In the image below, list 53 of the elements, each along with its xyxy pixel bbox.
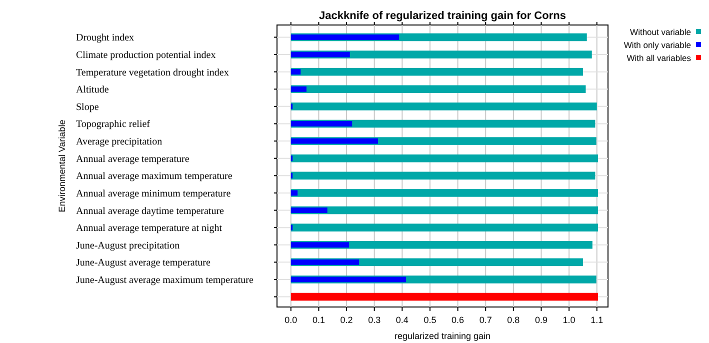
- legend-label: Without variable: [630, 27, 692, 37]
- y-tick-label: Annual average minimum temperature: [76, 188, 232, 200]
- legend-label: With all variables: [626, 53, 691, 63]
- x-tick-label: 0.9: [534, 315, 548, 325]
- y-axis-title: Environmental Variable: [57, 120, 67, 212]
- y-tick-label: Average precipitation: [76, 136, 162, 148]
- bar: [290, 224, 598, 232]
- bar: [290, 138, 378, 144]
- bar: [290, 34, 400, 40]
- y-tick-label: June-August precipitation: [76, 240, 180, 252]
- x-tick-label: 1.1: [590, 315, 604, 325]
- bar: [290, 259, 360, 265]
- x-tick-label: 0.8: [507, 315, 520, 325]
- x-tick-label: 1.0: [562, 315, 576, 325]
- y-tick-label: Annual average temperature at night: [76, 223, 222, 234]
- x-tick-label: 0.6: [452, 315, 464, 325]
- bar: [290, 52, 350, 58]
- x-tick-label: 0.4: [396, 315, 408, 325]
- y-tick-label: June-August average maximum temperature: [76, 274, 254, 286]
- y-tick-label: Temperature vegetation drought index: [76, 67, 229, 78]
- y-tick-label: Annual average daytime temperature: [76, 206, 225, 217]
- legend-label: With only variable: [624, 40, 692, 50]
- x-axis-title: regularized training gain: [394, 331, 491, 341]
- bar: [290, 85, 586, 94]
- bar: [290, 190, 298, 196]
- bar: [290, 292, 598, 301]
- x-tick-label: 0.7: [479, 315, 492, 325]
- bar: [290, 276, 406, 282]
- y-tick-label: Climate production potential index: [76, 50, 216, 62]
- bar: [290, 154, 598, 162]
- y-tick-label: Slope: [76, 102, 100, 113]
- x-tick-label: 0.5: [424, 315, 436, 325]
- x-tick-label: 0.2: [340, 315, 353, 325]
- y-tick-label: June-August average temperature: [76, 258, 211, 269]
- bar: [290, 86, 306, 92]
- y-tick-label: Annual average temperature: [76, 154, 190, 165]
- y-tick-label: Altitude: [76, 84, 110, 96]
- bar: [290, 172, 596, 180]
- y-tick-label: Drought index: [76, 32, 134, 44]
- bar: [290, 242, 350, 248]
- bar: [290, 208, 328, 213]
- x-tick-label: 0.3: [368, 315, 381, 325]
- y-tick-label: Topographic relief: [76, 119, 151, 130]
- chart-title: Jackknife of regularized training gain for Corns: [319, 10, 566, 22]
- y-tick-label: Annual average maximum temperature: [76, 171, 233, 182]
- bar: [290, 206, 598, 214]
- bar: [290, 68, 583, 76]
- bar: [290, 102, 597, 110]
- bar: [290, 121, 352, 126]
- bar: [290, 69, 301, 75]
- x-tick-label: 0.1: [312, 315, 325, 325]
- x-tick-label: 0.0: [284, 315, 298, 325]
- bar: [290, 189, 598, 197]
